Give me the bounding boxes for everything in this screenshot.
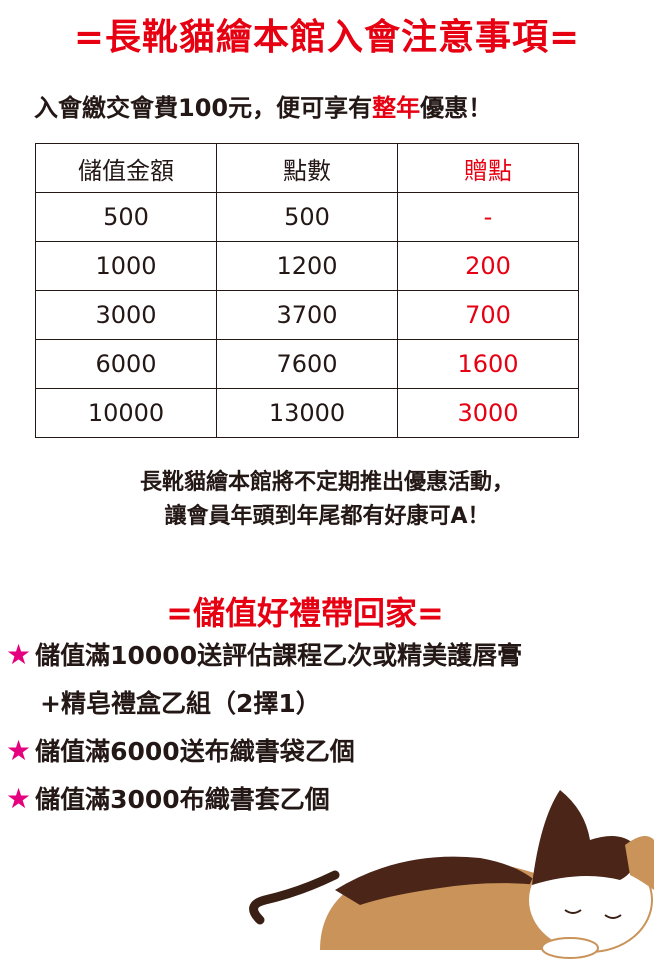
table-header-row: 儲值金額 點數 贈點: [35, 143, 579, 193]
table-row: 500 500-: [35, 192, 579, 242]
cell-bonus: 3000: [397, 388, 579, 438]
intro-after: 優惠！: [420, 94, 493, 122]
cell-points: 13000: [216, 388, 398, 438]
promo-note: 長靴貓繪本館將不定期推出優惠活動， 讓會員年頭到年尾都有好康可A！: [0, 466, 654, 534]
intro-text: 入會繳交會費100元，便可享有整年優惠！: [34, 88, 492, 123]
intro-highlight: 整年: [372, 94, 421, 122]
star-icon: ★: [6, 782, 32, 815]
cell-bonus: 1600: [397, 339, 579, 389]
cell-bonus: 200: [397, 241, 579, 291]
gift-item: ★ 儲值滿3000布織書套乙個: [6, 780, 330, 816]
cell-amount: 500: [35, 192, 217, 242]
gift-text: 儲值滿10000送評估課程乙次或精美護唇膏: [35, 641, 523, 670]
table-row: 3000 3700 700: [35, 290, 579, 340]
points-table: 儲值金額 點數 贈點 500 500- 1000 1200 200 3000 3700 7…: [35, 143, 579, 438]
cell-points: 500: [216, 192, 398, 242]
table-row: 10000 13000 3000: [35, 388, 579, 438]
cell-bonus: 700: [397, 290, 579, 340]
cell-bonus: -: [397, 192, 579, 242]
gift-item: ★ 儲值滿6000送布織書袋乙個: [6, 732, 355, 768]
header-amount: 儲值金額: [35, 143, 217, 193]
table-row: 1000 1200 200: [35, 241, 579, 291]
header-points: 點數: [216, 143, 398, 193]
gift-item: ★ 儲值滿10000送評估課程乙次或精美護唇膏: [6, 636, 522, 672]
cell-amount: 10000: [35, 388, 217, 438]
cell-points: 1200: [216, 241, 398, 291]
note-line: 長靴貓繪本館將不定期推出優惠活動，: [139, 470, 514, 495]
cell-amount: 3000: [35, 290, 217, 340]
cell-amount: 6000: [35, 339, 217, 389]
cell-amount: 1000: [35, 241, 217, 291]
header-bonus: 贈點: [397, 143, 579, 193]
gift-text: 儲值滿6000送布織書袋乙個: [35, 737, 355, 766]
gift-text: 儲值滿3000布織書套乙個: [35, 785, 330, 814]
gift-item-continued: +精皂禮盒乙組（2擇1）: [40, 684, 321, 720]
sleeping-cat-illustration: [249, 790, 654, 959]
table-row: 6000 7600 1600: [35, 339, 579, 389]
gift-text: +精皂禮盒乙組（2擇1）: [40, 689, 321, 718]
intro-before: 入會繳交會費100元，便可享有: [34, 94, 373, 122]
gifts-title: =儲值好禮帶回家=: [166, 594, 444, 632]
cell-points: 3700: [216, 290, 398, 340]
page-title: =長靴貓繪本館入會注意事項=: [73, 17, 581, 58]
note-line: 讓會員年頭到年尾都有好康可A！: [164, 504, 490, 529]
star-icon: ★: [6, 734, 32, 767]
star-icon: ★: [6, 638, 32, 671]
cell-points: 7600: [216, 339, 398, 389]
